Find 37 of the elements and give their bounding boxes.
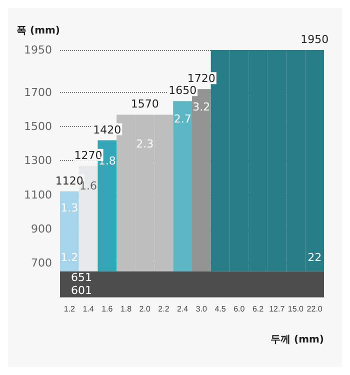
x-tick-label: 2.4 — [177, 304, 189, 314]
data-label: 1270 — [74, 148, 102, 162]
data-label: 1950 — [300, 33, 329, 46]
annotation: 2.7 — [174, 112, 192, 126]
x-tick-label: 3.0 — [196, 304, 208, 314]
annotation: 3.2 — [192, 100, 210, 114]
data-label: 1650 — [168, 84, 197, 98]
y-tick-label: 700 — [31, 256, 52, 270]
annotation: 22 — [308, 250, 322, 264]
x-tick-label: 1.4 — [82, 304, 94, 314]
annotation: 1.3 — [60, 202, 78, 215]
data-label: 1720 — [187, 72, 216, 86]
x-tick-label: 15.0 — [288, 304, 304, 314]
band-label: 651 601 — [71, 271, 92, 298]
x-tick-label: 1.8 — [120, 304, 132, 314]
y-axis-title: 폭 (mm) — [16, 26, 60, 36]
y-tick-label: 900 — [31, 222, 52, 236]
x-tick-label: 1.2 — [64, 304, 76, 314]
x-tick-label: 2.0 — [139, 304, 151, 314]
y-tick-label: 1500 — [24, 120, 52, 134]
y-tick-label: 1300 — [24, 154, 52, 168]
annotation: 2.3 — [136, 137, 154, 150]
x-tick-label: 2.2 — [158, 304, 170, 314]
x-tick-label: 1.6 — [102, 304, 114, 314]
x-tick-label: 12.7 — [269, 304, 286, 314]
data-label: 1420 — [93, 123, 122, 136]
data-label: 1120 — [55, 174, 84, 188]
y-tick-label: 1100 — [24, 188, 52, 202]
y-tick-label: 1700 — [24, 86, 52, 100]
x-tick-label: 6.0 — [234, 304, 246, 314]
x-axis-title: 두께 (mm) — [270, 334, 324, 346]
x-tick-label: 22.0 — [306, 304, 323, 314]
y-tick-label: 1950 — [24, 44, 52, 56]
x-tick-label: 4.5 — [214, 304, 226, 314]
annotation: 1.2 — [60, 250, 78, 264]
x-tick-label: 6.2 — [252, 304, 264, 314]
data-label: 1570 — [130, 98, 159, 111]
